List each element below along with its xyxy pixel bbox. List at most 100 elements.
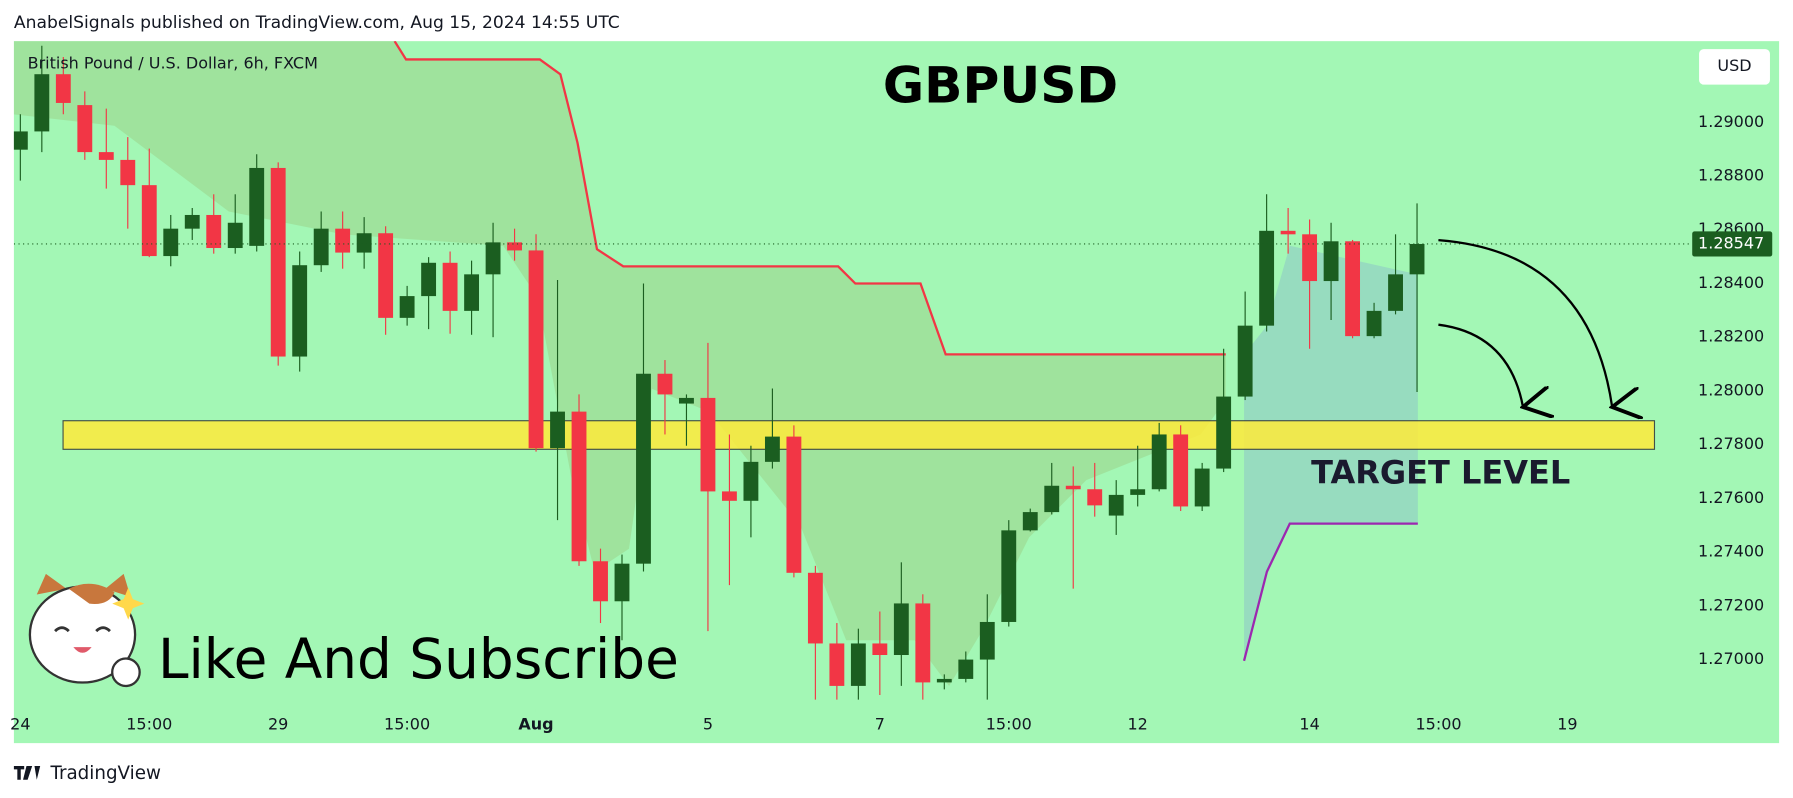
candle-body [163,228,179,257]
candle-body [1065,485,1081,490]
candle-body [979,621,995,660]
candle-body [1345,241,1361,337]
x-tick-label: 14 [1299,714,1319,733]
candle-body [399,296,415,318]
x-tick-label: 19 [1557,714,1577,733]
candle-body [120,159,136,186]
candle-body [98,152,114,160]
candle-body [1216,396,1232,469]
candle-body [1388,274,1403,311]
x-tick-label: 15:00 [126,714,172,733]
candle-body [34,74,50,132]
candle-body [378,233,394,318]
y-tick-label: 1.27400 [1698,542,1764,561]
last-price-label: 1.28547 [1698,233,1764,252]
symbol-info: British Pound / U.S. Dollar, 6h, FXCM [28,54,318,73]
y-tick-label: 1.28000 [1698,380,1764,399]
candle-body [1280,230,1296,235]
x-tick-label: Aug [518,714,553,733]
candle-body [786,436,802,573]
currency-box [1699,49,1770,85]
footer-brand: TradingView [49,763,161,784]
candle-body [141,185,157,257]
target-zone [62,420,1656,450]
y-tick-label: 1.28800 [1698,166,1764,185]
candle-body [356,233,372,253]
projection-fill [1244,245,1418,661]
y-tick-label: 1.27200 [1698,595,1764,614]
arrow [1438,323,1523,407]
candle-body [1173,434,1189,507]
candle-body [13,131,28,150]
candle-body [1302,234,1318,282]
currency: USD [1717,56,1751,75]
candle-body [1366,310,1382,337]
x-tick-label: 7 [875,714,885,733]
publish-header: AnabelSignals published on TradingView.c… [14,13,620,33]
support-line [1242,522,1418,662]
x-tick-label: 24 [10,714,30,733]
candle-body [936,678,952,683]
candle-body [1001,530,1017,622]
indicator-fill [13,41,1226,686]
candle-body [55,74,71,103]
y-tick-label: 1.28400 [1698,273,1764,292]
candle-body [421,262,437,297]
candle-body [1151,434,1167,490]
candle-body [679,397,694,404]
candle-body [829,643,845,686]
x-tick-label: 29 [268,714,288,733]
candle-body [872,643,888,656]
candle-body [893,603,909,656]
x-tick-label: 12 [1128,714,1148,733]
candle-body [464,274,480,311]
candle-body [764,436,780,462]
x-tick-label: 15:00 [1415,714,1461,733]
candle-body [270,167,286,357]
candle-body [636,373,651,564]
candle-body [184,214,200,229]
candle-body [807,572,823,644]
candle-body [1044,485,1060,513]
x-tick-label: 5 [703,714,713,733]
arrow [1438,238,1612,407]
candle-body [571,411,587,562]
candle-body [593,561,608,602]
candle-body [335,228,351,253]
candle-body [743,461,759,501]
candle-body [485,242,501,275]
candle-body [614,563,630,602]
plot-area [13,41,1690,700]
chart-title: GBPUSD [883,56,1118,115]
y-tick-label: 1.28200 [1698,327,1764,346]
y-tick-label: 1.29000 [1698,112,1764,131]
candle-body [657,373,673,395]
candle-body [313,228,329,266]
candle-body [442,262,458,311]
candle-body [700,397,716,492]
candle-body [1323,241,1339,282]
y-tick-label: 1.27000 [1698,649,1764,668]
candle-body [507,242,522,251]
candle-body [292,265,308,357]
subscribe-text: Like And Subscribe [158,627,679,691]
y-tick-label: 1.27800 [1698,434,1764,453]
candle-body [206,214,222,249]
resistance-line [393,41,1226,356]
candle-body [1409,243,1425,275]
candle-body [77,105,93,153]
x-tick-label: 15:00 [384,714,430,733]
candle-body [850,643,866,686]
cat-mascot [28,573,145,688]
candle-body [1022,512,1038,531]
candle-body [1237,325,1253,397]
candle-body [249,167,265,246]
candle-body [1259,230,1275,326]
x-tick-label: 15:00 [986,714,1032,733]
last-price-badge [1692,231,1773,257]
candle-body [528,250,544,449]
candle-body [915,603,931,683]
candle-body [1087,489,1103,506]
candle-body [1194,468,1210,507]
